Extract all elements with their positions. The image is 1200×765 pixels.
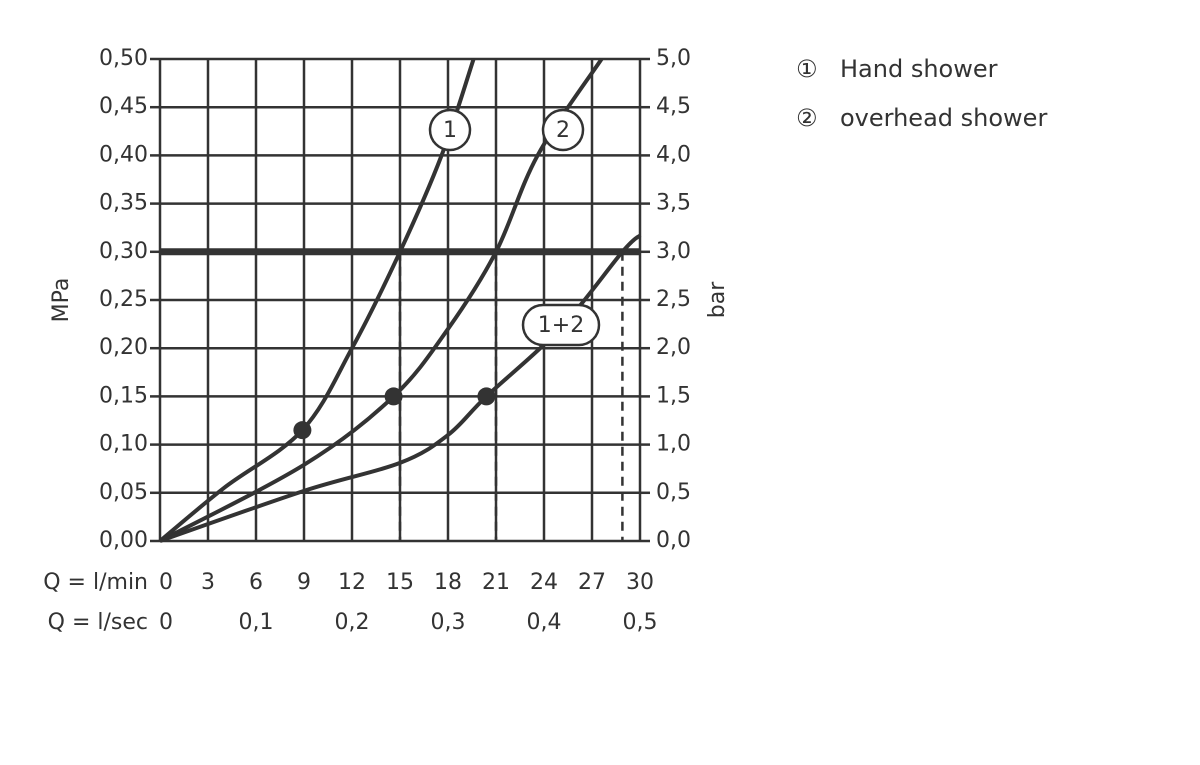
x-tick-label: 27 (578, 570, 606, 595)
y2-axis-label: bar (705, 281, 730, 318)
y-tick-label: 0,10 (99, 432, 148, 457)
curve-label: 1 (443, 118, 457, 143)
legend-symbol: ② (796, 104, 818, 132)
x2-tick-label: 0,2 (335, 610, 370, 635)
legend: ① Hand shower ② overhead shower (796, 55, 1047, 132)
x-tick-label: 9 (297, 570, 311, 595)
y-tick-label: 0,45 (99, 94, 148, 119)
y-tick-label: 0,50 (99, 46, 148, 71)
curve (158, 58, 476, 543)
legend-text: overhead shower (840, 104, 1047, 132)
x-tick-label: 15 (386, 570, 414, 595)
x2-tick-label: 0,5 (623, 610, 658, 635)
y-tick-label: 0,25 (99, 287, 148, 312)
y-tick-label: 0,00 (99, 528, 148, 553)
y2-tick-label: 0,5 (656, 480, 691, 505)
curve (159, 57, 604, 543)
marker (293, 421, 312, 440)
y2-tick-label: 1,0 (656, 432, 691, 457)
x-tick-label: 12 (338, 570, 366, 595)
x-tick-label: 3 (201, 570, 215, 595)
y2-tick-label: 3,5 (656, 191, 691, 216)
x-axis-label: Q = l/min (43, 570, 148, 595)
x2-axis-label: Q = l/sec (48, 610, 148, 635)
y-tick-label: 0,15 (99, 383, 148, 408)
legend-symbol: ① (796, 55, 818, 83)
y-tick-label: 0,30 (99, 239, 148, 264)
x-tick-label: 21 (482, 570, 510, 595)
marker (384, 387, 403, 406)
curve-label-box (521, 303, 601, 347)
y2-tick-label: 2,5 (656, 287, 691, 312)
x-tick-label: 30 (626, 570, 654, 595)
curve (159, 233, 642, 543)
y2-tick-label: 4,0 (656, 142, 691, 167)
x-tick-label: 0 (159, 570, 173, 595)
x-tick-label: 6 (249, 570, 263, 595)
curve-label-box (541, 108, 585, 152)
legend-text: Hand shower (840, 55, 998, 83)
y2-tick-label: 3,0 (656, 239, 691, 264)
x2-tick-label: 0,4 (527, 610, 562, 635)
y-tick-label: 0,35 (99, 191, 148, 216)
y-tick-label: 0,20 (99, 335, 148, 360)
y2-tick-label: 4,5 (656, 94, 691, 119)
y2-tick-label: 5,0 (656, 46, 691, 71)
curve-label-box (428, 108, 472, 152)
marker (477, 387, 496, 406)
x2-tick-label: 0 (159, 610, 173, 635)
y2-tick-label: 0,0 (656, 528, 691, 553)
y2-tick-label: 1,5 (656, 383, 691, 408)
x-tick-label: 24 (530, 570, 558, 595)
y-tick-label: 0,05 (99, 480, 148, 505)
y2-tick-label: 2,0 (656, 335, 691, 360)
x2-tick-label: 0,3 (431, 610, 466, 635)
y-axis-label: MPa (49, 278, 74, 323)
curve-label: 2 (556, 118, 570, 143)
curve-label: 1+2 (538, 313, 584, 338)
x2-tick-label: 0,1 (239, 610, 274, 635)
y-tick-label: 0,40 (99, 142, 148, 167)
x-tick-label: 18 (434, 570, 462, 595)
